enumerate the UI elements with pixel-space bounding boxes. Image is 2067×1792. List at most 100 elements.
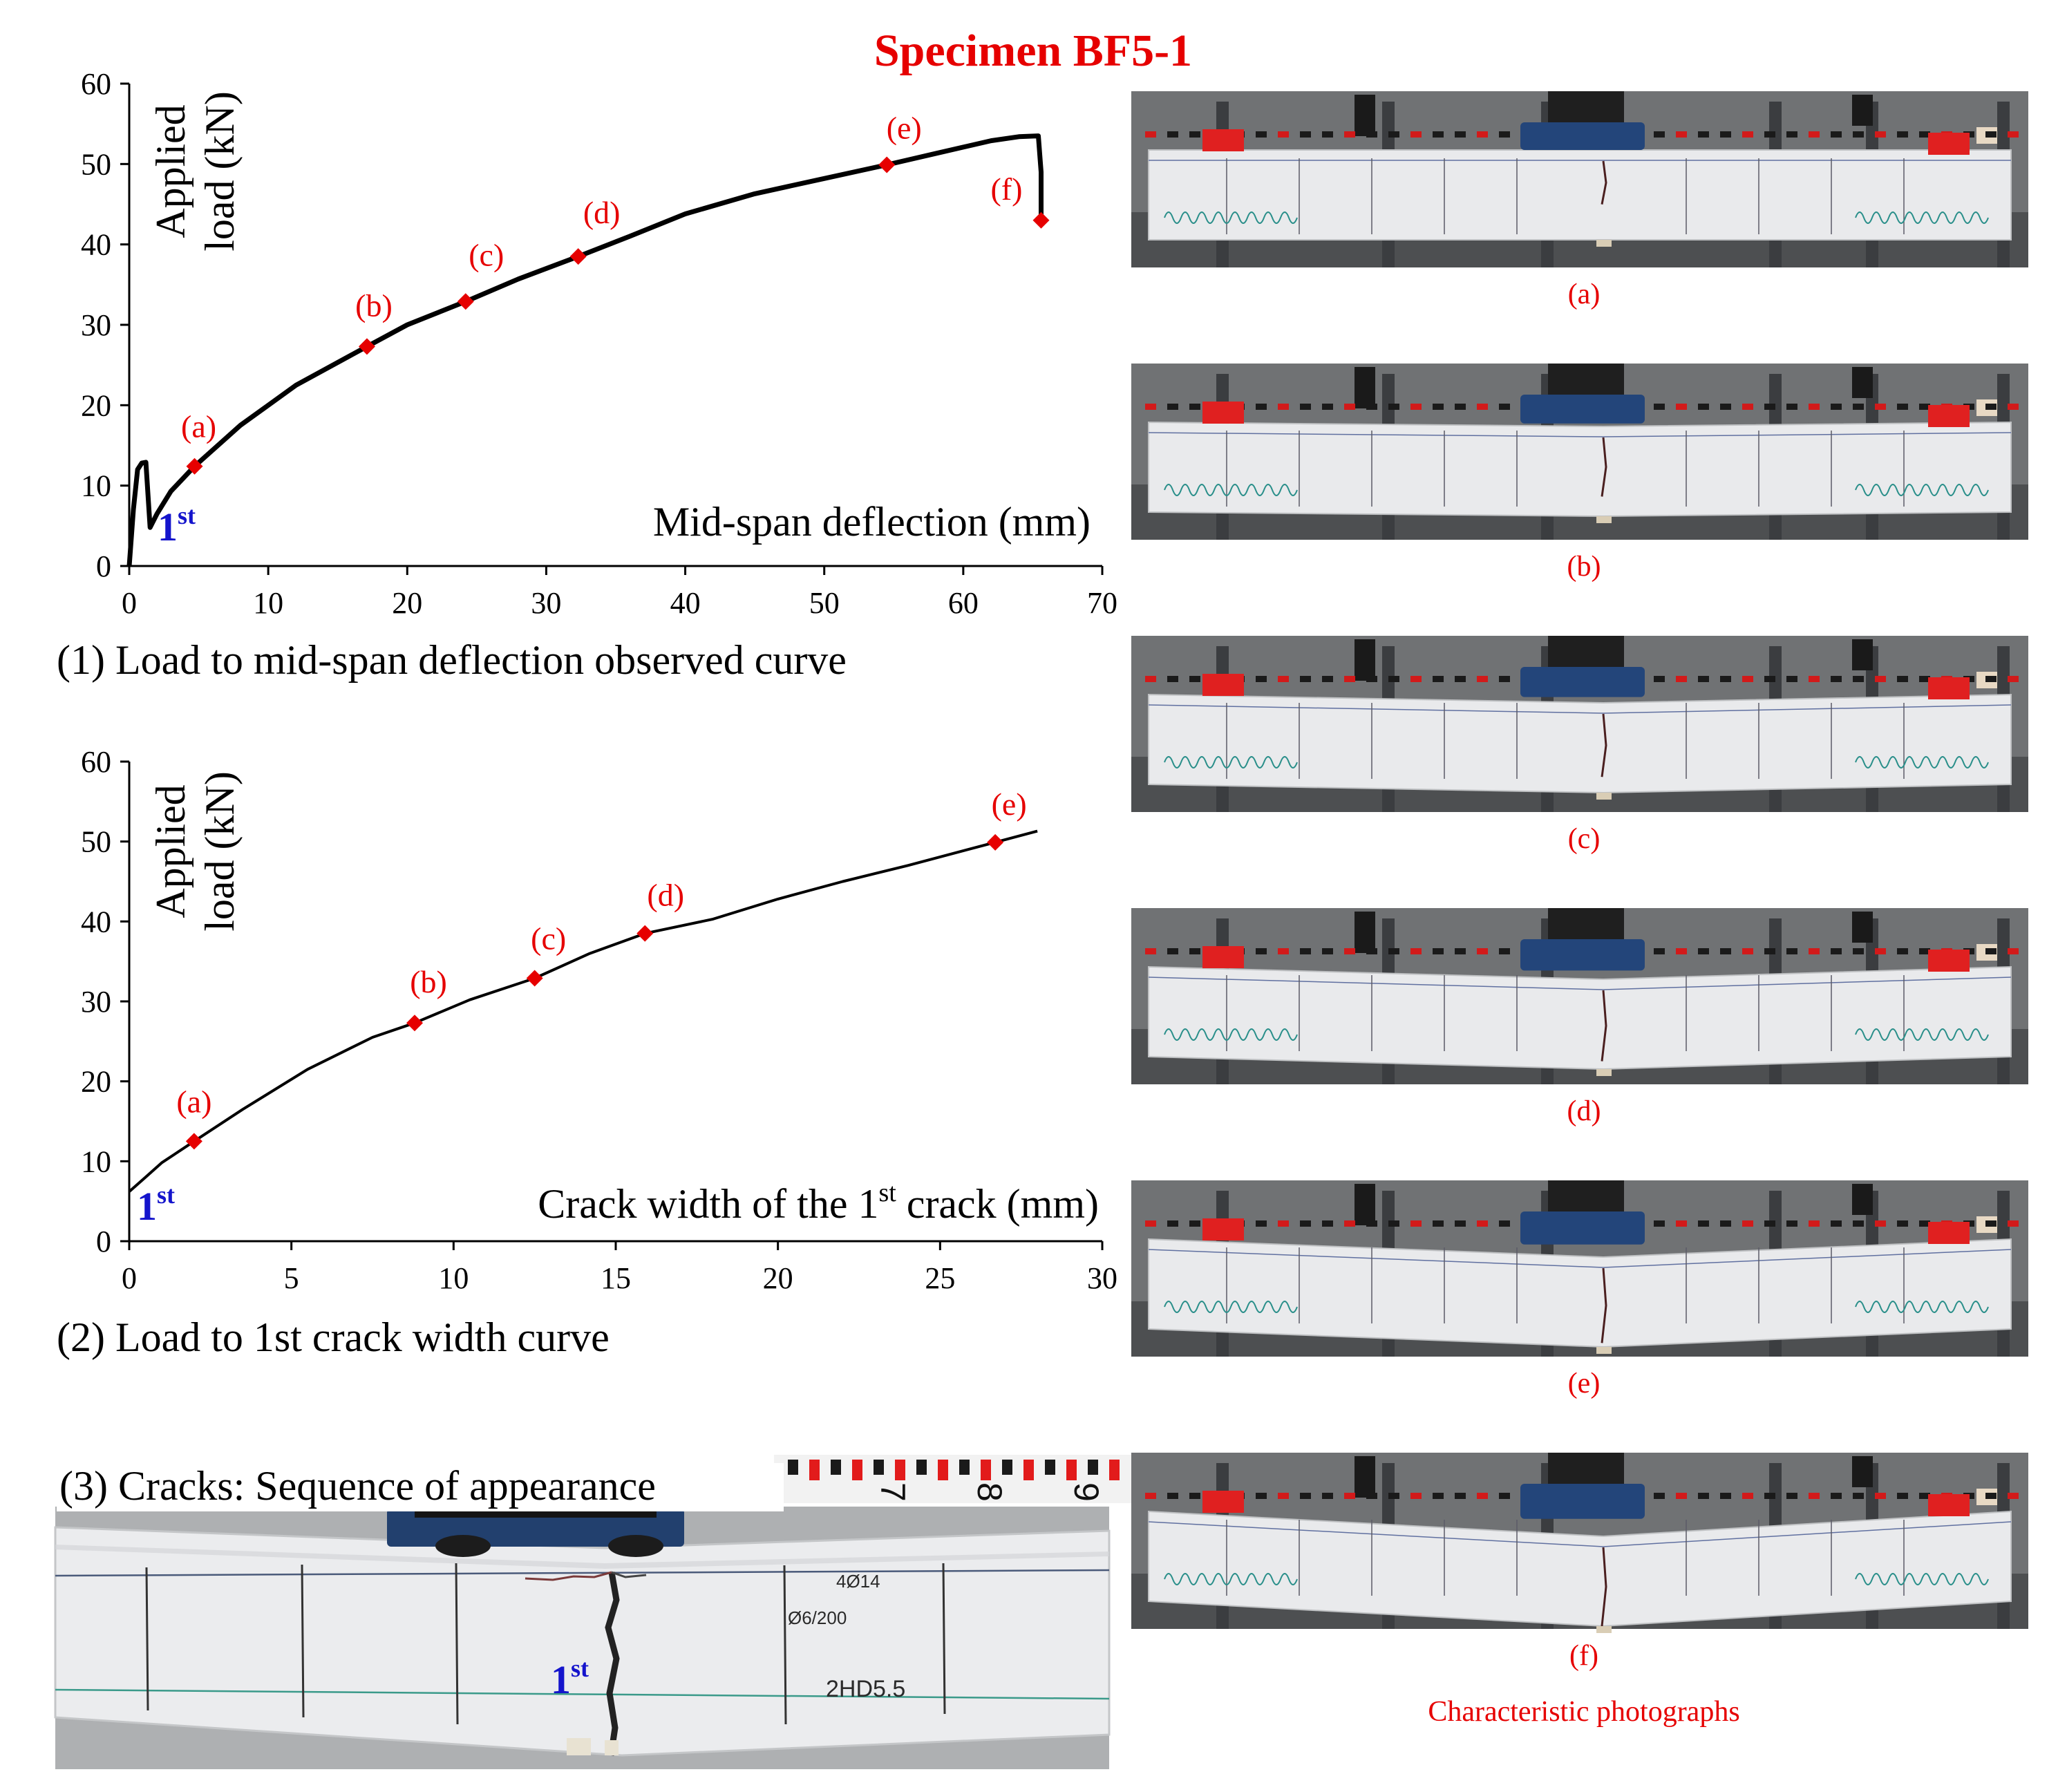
- y-tick-label: 60: [81, 745, 111, 779]
- load-crack-width-chart: 0 5 10 15 20 25 30 0 10 20 30 40 50 60 Applied load (…: [57, 745, 1117, 1360]
- chart2-first-crack-label: 1st: [137, 1181, 175, 1229]
- x-tick-label: 5: [284, 1261, 299, 1295]
- data-marker: [526, 970, 543, 987]
- photo-caption: (b): [1567, 551, 1601, 583]
- x-tick-label: 20: [392, 586, 422, 620]
- marker-label: (d): [647, 878, 684, 913]
- y-tick-label: 10: [81, 469, 111, 503]
- svg-text:1st: 1st: [551, 1654, 589, 1702]
- marker-label: (c): [469, 237, 504, 272]
- chart2-ylabel-line2: load (kN): [197, 771, 243, 932]
- marker-label: (a): [176, 1084, 211, 1119]
- x-tick-label: 10: [438, 1261, 469, 1295]
- series-line: [128, 829, 1038, 1193]
- svg-text:7: 7: [874, 1482, 912, 1502]
- chart1-markers: (a) (b) (c) (d) (e) (f): [181, 110, 1050, 475]
- chart2-caption: (2) Load to 1st crack width curve: [57, 1314, 610, 1360]
- load-deflection-chart: 0 10 20 30 40 50 60 70 0 10 20 30 40 50 60 Applied loa…: [57, 67, 1117, 683]
- photo-caption: (d): [1567, 1095, 1601, 1127]
- data-marker: [186, 458, 203, 475]
- y-tick-label: 50: [81, 825, 111, 859]
- y-tick-label: 30: [81, 308, 111, 342]
- photo-a: (a): [1131, 91, 2028, 310]
- marker-label: (b): [410, 964, 447, 999]
- data-marker: [406, 1015, 424, 1032]
- photo-caption: (c): [1568, 823, 1601, 855]
- crack-photo-first-label: 1st: [551, 1654, 589, 1702]
- chart1-caption: (1) Load to mid-span deflection observed…: [57, 637, 847, 683]
- marker-label: (b): [355, 287, 393, 323]
- x-tick-label: 15: [601, 1261, 631, 1295]
- marker-label: (e): [992, 786, 1027, 822]
- x-tick-label: 50: [809, 586, 840, 620]
- chart1-ylabel-line1: Applied: [148, 104, 194, 238]
- x-tick-label: 25: [925, 1261, 955, 1295]
- photo-e: (e): [1131, 1180, 2028, 1399]
- marker-label: (c): [531, 921, 566, 956]
- chart2-ylabel-line1: Applied: [148, 784, 194, 918]
- x-tick-label: 40: [670, 586, 701, 620]
- marker-label: (d): [583, 195, 621, 230]
- svg-text:Crack width of the 1st crack (: Crack width of the 1st crack (mm): [538, 1178, 1099, 1227]
- beam-label-fiber: 2HD5.5: [826, 1676, 905, 1702]
- y-tick-label: 0: [96, 549, 111, 583]
- beam-label-stirrup: Ø6/200: [788, 1607, 847, 1628]
- y-tick-label: 20: [81, 1065, 111, 1099]
- y-tick-label: 30: [81, 985, 111, 1019]
- x-tick-label: 0: [122, 1261, 137, 1295]
- marker-label: (f): [991, 171, 1023, 207]
- figure-title: Specimen BF5-1: [874, 26, 1192, 76]
- data-marker: [185, 1133, 202, 1150]
- chart2-axes: [120, 760, 1104, 1250]
- y-tick-label: 50: [81, 147, 111, 181]
- chart2-tick-labels: 0 5 10 15 20 25 30 0 10 20 30 40 50 60: [81, 745, 1117, 1295]
- chart2-xlabel: Crack width of the 1st crack (mm): [538, 1178, 1099, 1227]
- chart1-xlabel: Mid-span deflection (mm): [653, 499, 1091, 545]
- y-tick-label: 60: [81, 67, 111, 101]
- chart2-series: [128, 829, 1038, 1193]
- x-tick-label: 20: [763, 1261, 793, 1295]
- marker-label: (e): [887, 110, 922, 145]
- photo-c: (c): [1131, 636, 2028, 855]
- x-tick-label: 30: [531, 586, 561, 620]
- chart1-axes: [120, 82, 1104, 575]
- svg-text:1st: 1st: [137, 1181, 175, 1229]
- y-tick-label: 10: [81, 1144, 111, 1178]
- chart1-tick-labels: 0 10 20 30 40 50 60 70 0 10 20 30 40 50 60: [81, 67, 1117, 620]
- data-marker: [457, 293, 474, 310]
- data-marker: [636, 925, 654, 942]
- y-tick-label: 40: [81, 228, 111, 262]
- data-marker: [987, 833, 1004, 851]
- svg-text:8: 8: [970, 1482, 1009, 1502]
- data-marker: [358, 338, 375, 355]
- photo-caption: (a): [1568, 279, 1601, 310]
- characteristic-photos: (a) (b) (c) (d) (e) (f): [1131, 91, 2028, 1672]
- photo-caption: (f): [1569, 1640, 1598, 1672]
- x-tick-label: 30: [1087, 1261, 1117, 1295]
- photo-d: (d): [1131, 908, 2028, 1127]
- crack-photo-caption: (3) Cracks: Sequence of appearance: [59, 1463, 656, 1509]
- photo-caption: (e): [1568, 1368, 1601, 1399]
- x-tick-label: 60: [948, 586, 979, 620]
- y-tick-label: 20: [81, 388, 111, 422]
- data-marker: [1032, 211, 1050, 229]
- svg-text:9: 9: [1067, 1482, 1106, 1502]
- data-marker: [878, 156, 896, 173]
- x-tick-label: 10: [253, 586, 283, 620]
- crack-sequence-photo: 7 8 9 4Ø14 Ø6/200 2HD5.5 (3) Cracks: Seque…: [54, 1455, 1133, 1769]
- x-tick-label: 70: [1087, 586, 1117, 620]
- photos-label: Characteristic photographs: [1428, 1696, 1739, 1728]
- svg-text:1st: 1st: [158, 502, 196, 549]
- y-tick-label: 0: [96, 1225, 111, 1258]
- chart2-markers: (a) (b) (c) (d) (e): [176, 786, 1027, 1150]
- marker-label: (a): [181, 409, 216, 444]
- y-tick-label: 40: [81, 905, 111, 939]
- photo-b: (b): [1131, 364, 2028, 583]
- beam-label-rebar: 4Ø14: [836, 1571, 880, 1592]
- data-marker: [569, 248, 587, 265]
- x-tick-label: 0: [122, 586, 137, 620]
- chart1-ylabel-line2: load (kN): [197, 91, 243, 252]
- chart1-first-crack-label: 1st: [158, 502, 196, 549]
- photo-f: (f): [1131, 1453, 2028, 1672]
